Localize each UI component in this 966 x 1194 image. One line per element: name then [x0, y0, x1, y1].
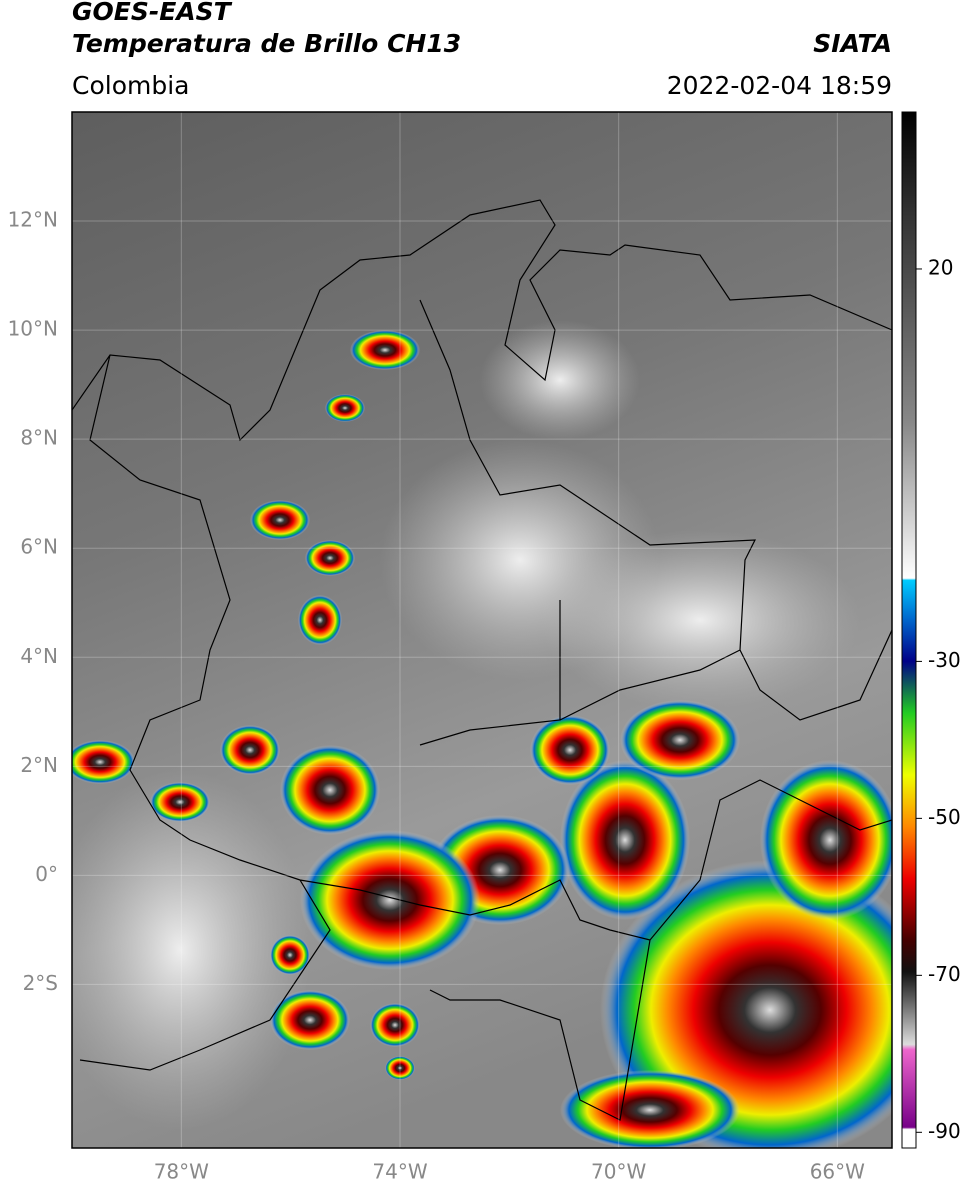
region: Colombia: [72, 71, 189, 100]
colorbar-tick-label: -70: [928, 962, 961, 986]
datetime: 2022-02-04 18:59: [667, 71, 892, 100]
lon-tick-label: 74°W: [372, 1160, 427, 1184]
lat-tick-label: 0°: [35, 862, 58, 886]
lon-tick-label: 66°W: [810, 1160, 865, 1184]
lat-tick-label: 4°N: [20, 644, 58, 668]
colorbar-tick-label: 20: [928, 255, 953, 279]
lon-tick-label: 78°W: [154, 1160, 209, 1184]
colorbar: [901, 111, 917, 1149]
map-frame: [71, 111, 893, 1149]
colorbar-tick-label: -50: [928, 805, 961, 829]
lat-tick-label: 6°N: [20, 535, 58, 559]
lat-tick-label: 12°N: [8, 208, 58, 232]
title: GOES-EAST: [72, 0, 233, 26]
colorbar-tick-label: -90: [928, 1119, 961, 1143]
lon-tick-label: 70°W: [591, 1160, 646, 1184]
graticule: [72, 112, 892, 1148]
lat-tick-label: 2°S: [23, 971, 58, 995]
lat-tick-label: 8°N: [20, 426, 58, 450]
colorbar-tick-label: -30: [928, 648, 961, 672]
lat-tick-label: 2°N: [20, 753, 58, 777]
subtitle: Temperatura de Brillo CH13: [72, 29, 461, 58]
lat-tick-label: 10°N: [8, 317, 58, 341]
source: SIATA: [813, 29, 892, 58]
map-image: [72, 112, 892, 1148]
